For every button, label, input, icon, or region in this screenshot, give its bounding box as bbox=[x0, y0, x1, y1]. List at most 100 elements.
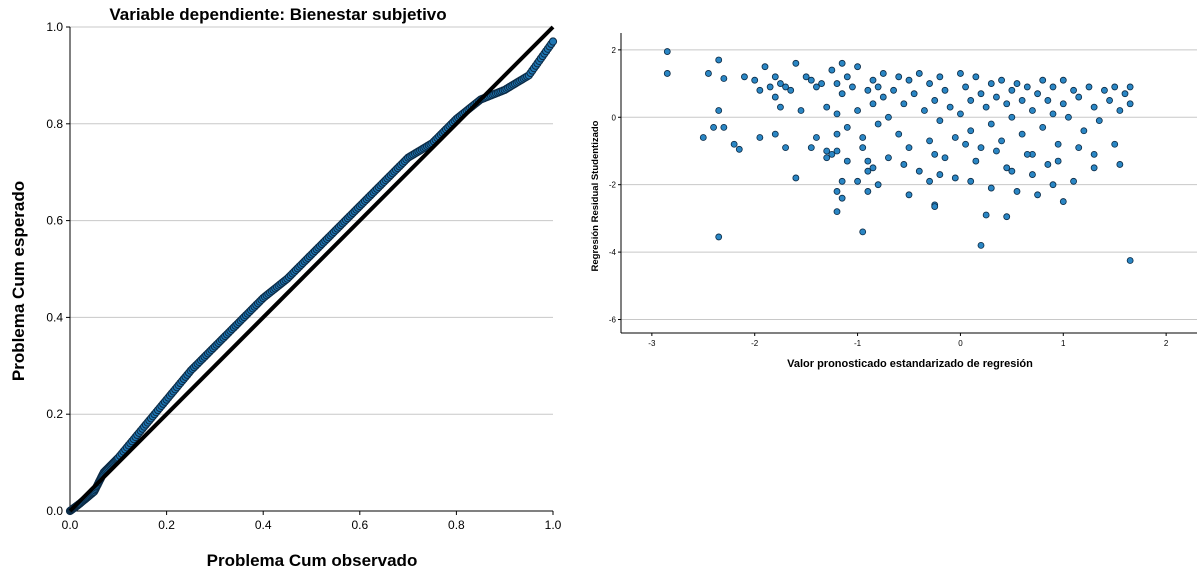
scatter-point bbox=[941, 86, 949, 94]
scatter-point bbox=[936, 73, 944, 81]
scatter-point bbox=[874, 120, 882, 128]
scatter-point bbox=[756, 86, 764, 94]
scatter-point bbox=[905, 191, 913, 199]
pp-plot-y-tick-label: 0.4 bbox=[46, 310, 63, 324]
scatter-point bbox=[915, 167, 923, 175]
scatter-point bbox=[766, 83, 774, 91]
scatter-point bbox=[833, 208, 841, 216]
scatter-point bbox=[787, 86, 795, 94]
scatter-point bbox=[993, 147, 1000, 155]
scatter-y-tick-label: 2 bbox=[612, 46, 617, 55]
scatter-point bbox=[962, 83, 969, 91]
scatter-point bbox=[1003, 100, 1011, 108]
pp-plot-y-ticks: 0.0 0.2 0.4 0.6 0.8 1.0 bbox=[46, 20, 70, 518]
scatter-point bbox=[931, 150, 939, 158]
scatter-point bbox=[910, 90, 918, 98]
scatter-x-tick-label: 1 bbox=[1061, 339, 1066, 348]
scatter-x-ticks: -3 -2 -1 0 1 2 bbox=[648, 333, 1169, 348]
scatter-point bbox=[1008, 167, 1016, 175]
scatter-point bbox=[915, 70, 923, 77]
scatter-point bbox=[885, 113, 892, 121]
scatter-point bbox=[1029, 107, 1036, 114]
scatter-point bbox=[849, 83, 856, 91]
scatter-point bbox=[771, 130, 779, 138]
scatter-point bbox=[869, 164, 877, 172]
pp-plot-point bbox=[548, 37, 558, 46]
scatter-point bbox=[1090, 150, 1098, 158]
scatter-x-tick-label: 0 bbox=[958, 339, 963, 348]
scatter-point bbox=[951, 134, 959, 141]
scatter-point bbox=[951, 174, 959, 182]
pp-plot-y-tick-label: 0.2 bbox=[46, 407, 63, 421]
scatter-point bbox=[926, 177, 933, 185]
pp-plot-x-tick-label: 0.8 bbox=[448, 518, 465, 532]
scatter-point bbox=[1023, 83, 1031, 91]
scatter-point bbox=[982, 103, 990, 111]
scatter-point bbox=[987, 120, 995, 128]
scatter-point bbox=[1090, 103, 1098, 111]
pp-plot-gridlines bbox=[70, 26, 553, 415]
scatter-point bbox=[1070, 177, 1077, 185]
scatter-point bbox=[1013, 80, 1021, 87]
scatter-point bbox=[715, 56, 723, 64]
scatter-point bbox=[1126, 83, 1134, 91]
scatter-point bbox=[869, 76, 877, 84]
scatter-point bbox=[663, 70, 671, 77]
scatter-point bbox=[777, 80, 784, 87]
scatter-point bbox=[1111, 140, 1119, 148]
scatter-point bbox=[802, 73, 810, 81]
scatter-point bbox=[967, 177, 975, 185]
scatter-point bbox=[1023, 150, 1031, 158]
scatter-point bbox=[833, 110, 841, 118]
scatter-point bbox=[1008, 113, 1016, 121]
scatter-point bbox=[879, 70, 887, 77]
scatter-axes bbox=[620, 33, 1197, 334]
scatter-point bbox=[1054, 140, 1062, 148]
scatter-point bbox=[1070, 86, 1077, 94]
scatter-point bbox=[879, 93, 887, 101]
scatter-point bbox=[1049, 83, 1057, 91]
scatter-point bbox=[972, 73, 980, 81]
scatter-point bbox=[833, 147, 841, 155]
scatter-point bbox=[771, 73, 779, 81]
scatter-point bbox=[987, 80, 995, 87]
scatter-point bbox=[931, 97, 939, 104]
scatter-point bbox=[833, 130, 841, 138]
scatter-point bbox=[967, 127, 975, 135]
pp-plot-x-tick-label: 0.2 bbox=[158, 518, 175, 532]
scatter-point bbox=[905, 144, 913, 152]
scatter-point bbox=[864, 167, 872, 175]
scatter-point bbox=[1116, 161, 1124, 168]
scatter-point bbox=[1034, 90, 1041, 98]
scatter-point bbox=[874, 181, 882, 189]
scatter-point bbox=[1029, 171, 1036, 178]
scatter-point bbox=[699, 134, 707, 141]
scatter-point bbox=[1090, 164, 1098, 172]
scatter-point bbox=[957, 70, 964, 77]
scatter-point bbox=[807, 144, 815, 152]
pp-plot-reference-line bbox=[68, 25, 555, 513]
scatter-y-label: Regresión Residual Studentizado bbox=[590, 120, 601, 271]
scatter-point bbox=[751, 76, 759, 84]
scatter-point bbox=[967, 97, 975, 104]
scatter-point bbox=[1008, 86, 1016, 94]
scatter-point bbox=[905, 76, 913, 84]
scatter-point bbox=[843, 157, 851, 165]
scatter-point bbox=[926, 137, 933, 145]
scatter-point bbox=[1018, 130, 1026, 138]
scatter-point bbox=[715, 233, 723, 241]
scatter-point bbox=[972, 157, 980, 165]
pp-plot-x-tick-label: 0.6 bbox=[351, 518, 368, 532]
scatter-point bbox=[1049, 110, 1057, 118]
scatter-point bbox=[813, 83, 820, 91]
scatter-point bbox=[1018, 97, 1026, 104]
scatter-point bbox=[828, 150, 836, 158]
scatter-point bbox=[931, 203, 939, 210]
scatter-point bbox=[1044, 161, 1052, 168]
residual-scatter-chart: -3 -2 -1 0 1 2 2 0 -2 -4 -6 Valor pronosticado es… bbox=[590, 33, 1197, 370]
scatter-point bbox=[977, 90, 985, 98]
scatter-point bbox=[777, 103, 784, 111]
scatter-point bbox=[833, 80, 841, 87]
pp-plot-x-label: Problema Cum observado bbox=[207, 551, 418, 570]
